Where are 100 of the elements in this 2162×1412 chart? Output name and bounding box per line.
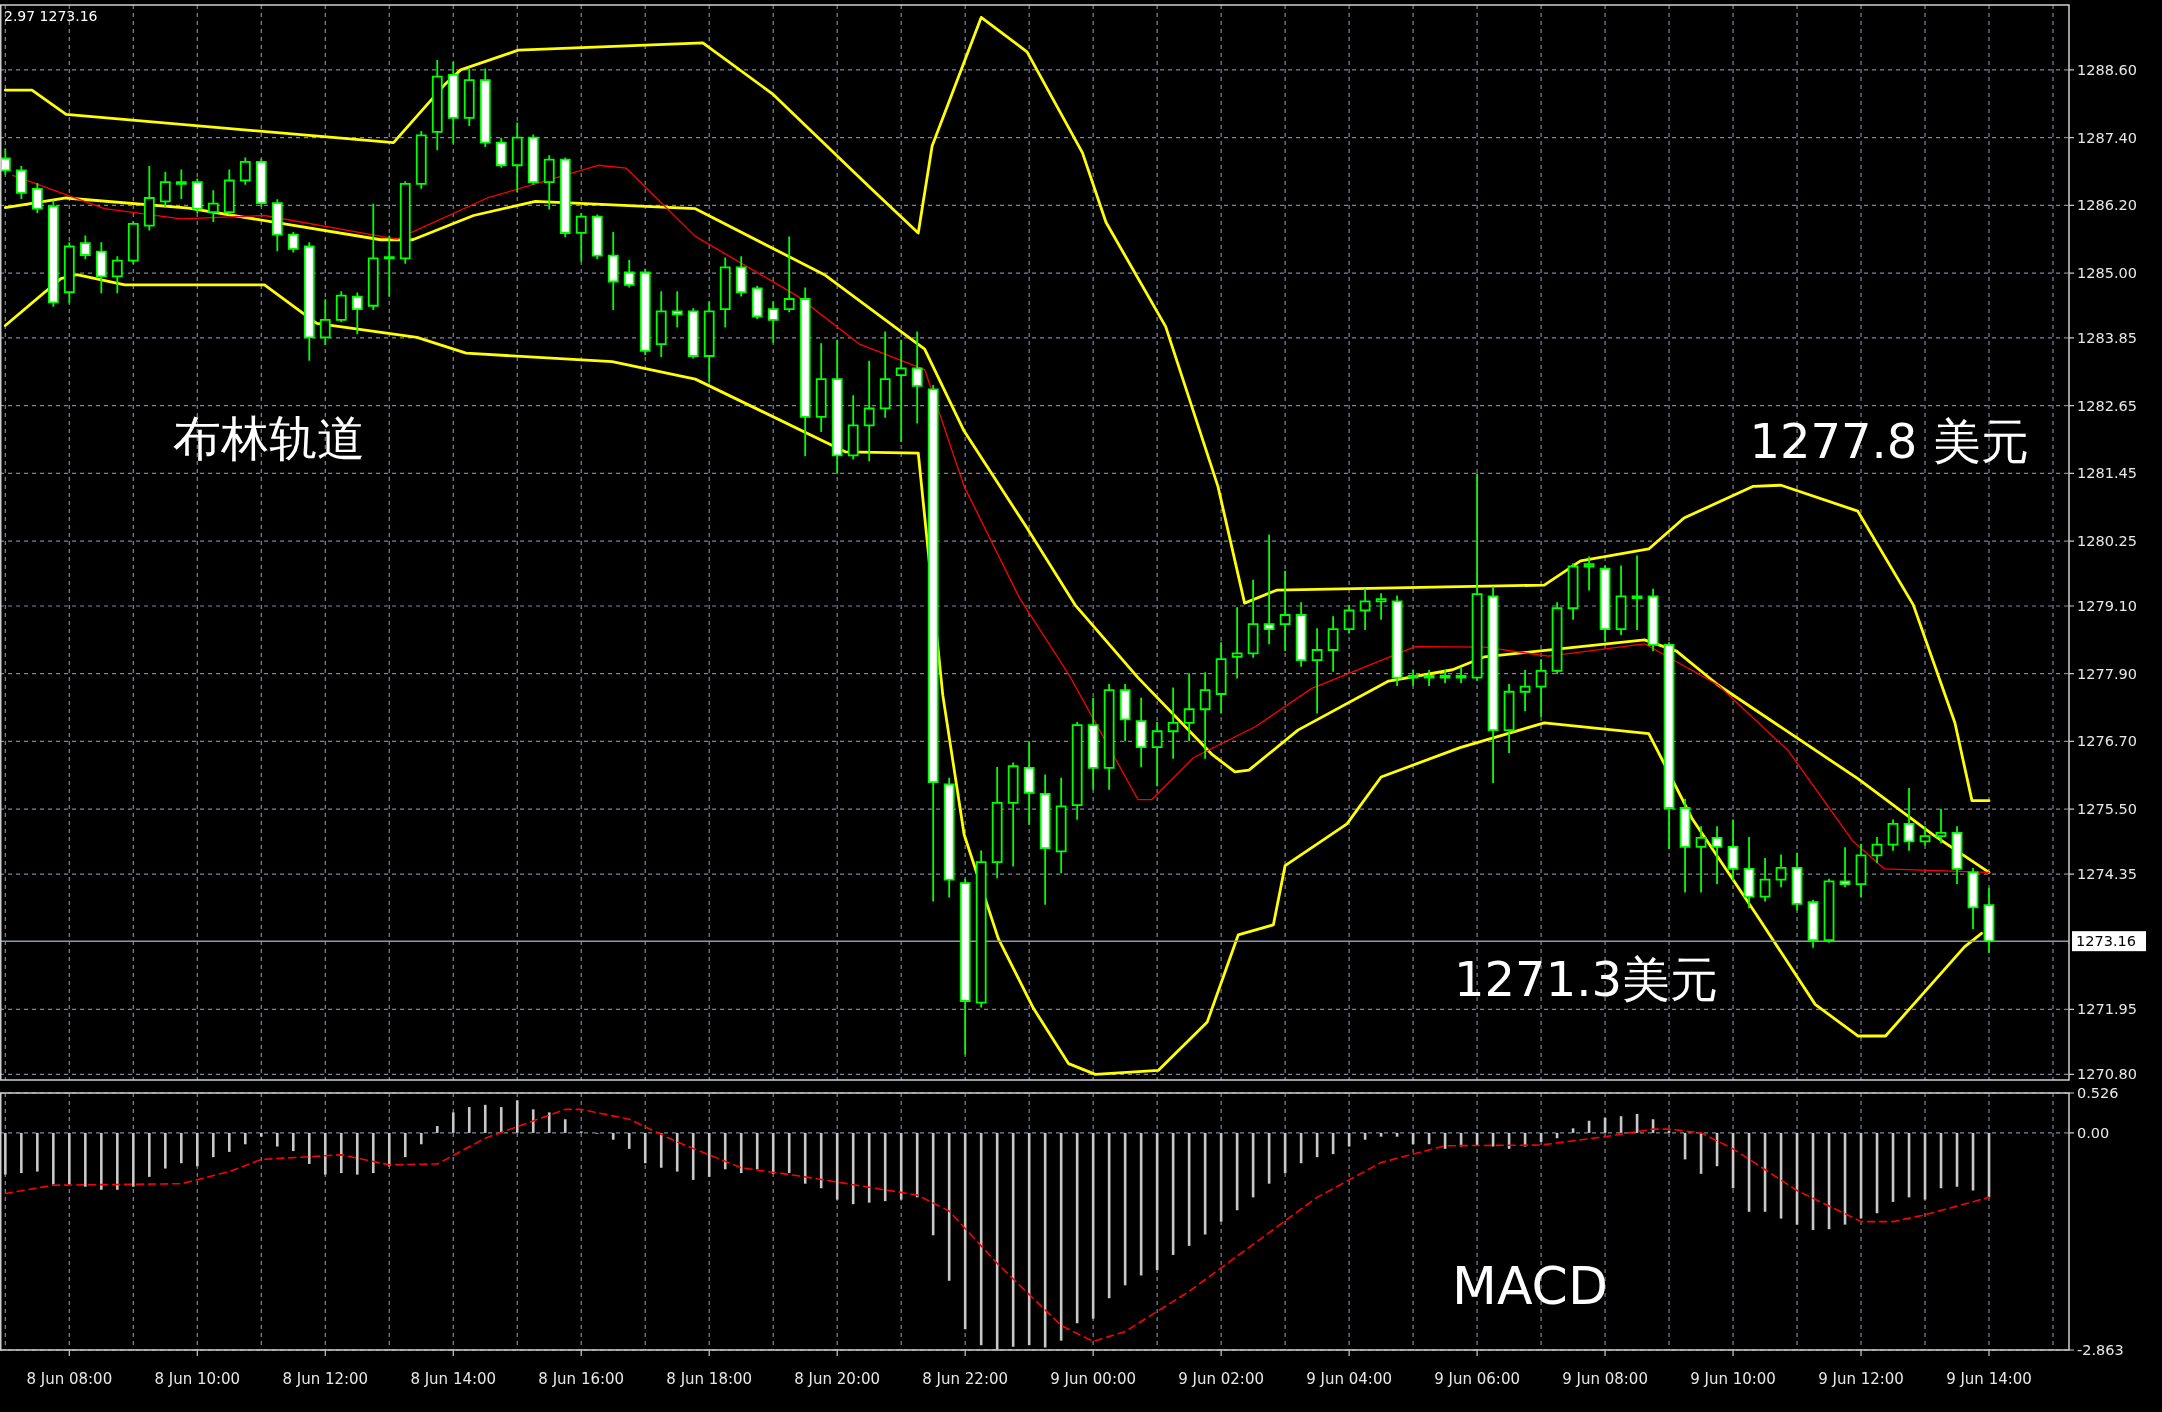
bar (755, 1132, 759, 1170)
candlestick (623, 259, 635, 288)
bar (419, 1132, 423, 1145)
candlestick (127, 221, 139, 264)
bar (52, 1132, 55, 1185)
candlestick (1055, 777, 1067, 874)
candlestick (895, 339, 907, 443)
candlestick (863, 360, 875, 462)
x-tick-label: 8 Jun 08:00 (26, 1370, 113, 1388)
candlestick (1071, 721, 1083, 820)
candlestick (399, 181, 411, 264)
candlestick (1135, 697, 1147, 768)
y-tick-label: 1271.95 (2077, 1001, 2137, 1018)
x-tick-label: 8 Jun 14:00 (410, 1370, 497, 1388)
candlestick (639, 268, 651, 356)
candlestick (799, 287, 811, 457)
y-tick-label: 1282.65 (2077, 397, 2137, 414)
bar (307, 1132, 311, 1164)
x-tick-label: 9 Jun 02:00 (1178, 1370, 1265, 1388)
bar (483, 1104, 487, 1133)
candlestick (1151, 721, 1163, 787)
candlestick (1423, 669, 1435, 686)
candlestick (1791, 852, 1803, 911)
candlestick (303, 242, 315, 361)
candlestick (1615, 565, 1627, 636)
bar (467, 1107, 471, 1133)
candlestick (607, 232, 619, 311)
bar (675, 1132, 679, 1172)
y-tick-label: 1287.40 (2077, 129, 2137, 146)
candlestick (1839, 847, 1851, 888)
bar (180, 1132, 183, 1164)
candlestick (527, 134, 539, 185)
bar (355, 1132, 359, 1175)
candlestick (383, 235, 395, 297)
bar (196, 1132, 199, 1167)
candlestick (1183, 673, 1195, 742)
candlestick (959, 878, 971, 1055)
bar (803, 1132, 807, 1184)
candlestick (1823, 878, 1835, 943)
candlestick (1855, 843, 1867, 898)
candlestick (1631, 555, 1643, 631)
bar (116, 1132, 119, 1190)
candlestick (1951, 826, 1963, 884)
candlestick (671, 291, 683, 328)
candlestick (1711, 826, 1723, 884)
bar (547, 1112, 551, 1133)
bar (20, 1132, 23, 1174)
bar (132, 1132, 135, 1187)
bar (275, 1132, 279, 1147)
candlestick (207, 190, 219, 223)
y-tick-label: 1275.50 (2077, 801, 2137, 818)
y-tick-label: 1281.45 (2077, 465, 2137, 482)
candlestick (447, 61, 459, 144)
candlestick (335, 291, 347, 322)
bar (435, 1126, 439, 1133)
candlestick (831, 339, 843, 474)
x-tick-label: 9 Jun 00:00 (1050, 1370, 1137, 1388)
candlestick (143, 166, 155, 231)
candlestick (319, 299, 331, 346)
x-tick-label: 9 Jun 12:00 (1818, 1370, 1904, 1388)
candlestick (1295, 602, 1307, 667)
candlestick (591, 214, 603, 260)
candlestick (879, 331, 891, 418)
candlestick (719, 257, 731, 328)
y-tick-label: 1286.20 (2077, 197, 2137, 214)
x-tick-label: 8 Jun 20:00 (794, 1370, 881, 1388)
candlestick (479, 68, 491, 147)
y-tick-label: 1277.90 (2077, 665, 2137, 682)
candlestick (31, 182, 43, 213)
bar (723, 1132, 727, 1170)
candlestick (351, 292, 363, 335)
bar (323, 1132, 327, 1175)
bar (851, 1132, 855, 1205)
candlestick (751, 285, 763, 320)
candlestick (1471, 473, 1483, 681)
y-tick-label: 0.526 (2077, 1085, 2119, 1101)
candlestick (1807, 899, 1819, 948)
candlestick (223, 169, 235, 215)
x-tick-label: 8 Jun 22:00 (922, 1370, 1009, 1388)
annotation: 1271.3美元 (1454, 951, 1718, 1007)
candlestick (1743, 837, 1755, 909)
candlestick (767, 301, 779, 343)
candlestick (175, 169, 187, 199)
ref-line-label: 1273.16 (2076, 933, 2136, 950)
candlestick (1583, 556, 1595, 591)
candlestick (367, 203, 379, 311)
y-tick-label: 1288.60 (2077, 61, 2137, 78)
bar (4, 1132, 7, 1175)
candlestick (1775, 854, 1787, 888)
bar (563, 1119, 567, 1133)
bar (259, 1132, 263, 1137)
candlestick (1935, 808, 1947, 844)
bar (243, 1132, 247, 1145)
candlestick (543, 155, 555, 210)
annotation: 2.97 1273.16 (4, 8, 98, 24)
bar (371, 1132, 375, 1174)
candlestick (1311, 628, 1323, 714)
candlestick (815, 343, 827, 432)
candlestick (79, 235, 91, 260)
y-tick-label: 1283.85 (2077, 329, 2137, 346)
